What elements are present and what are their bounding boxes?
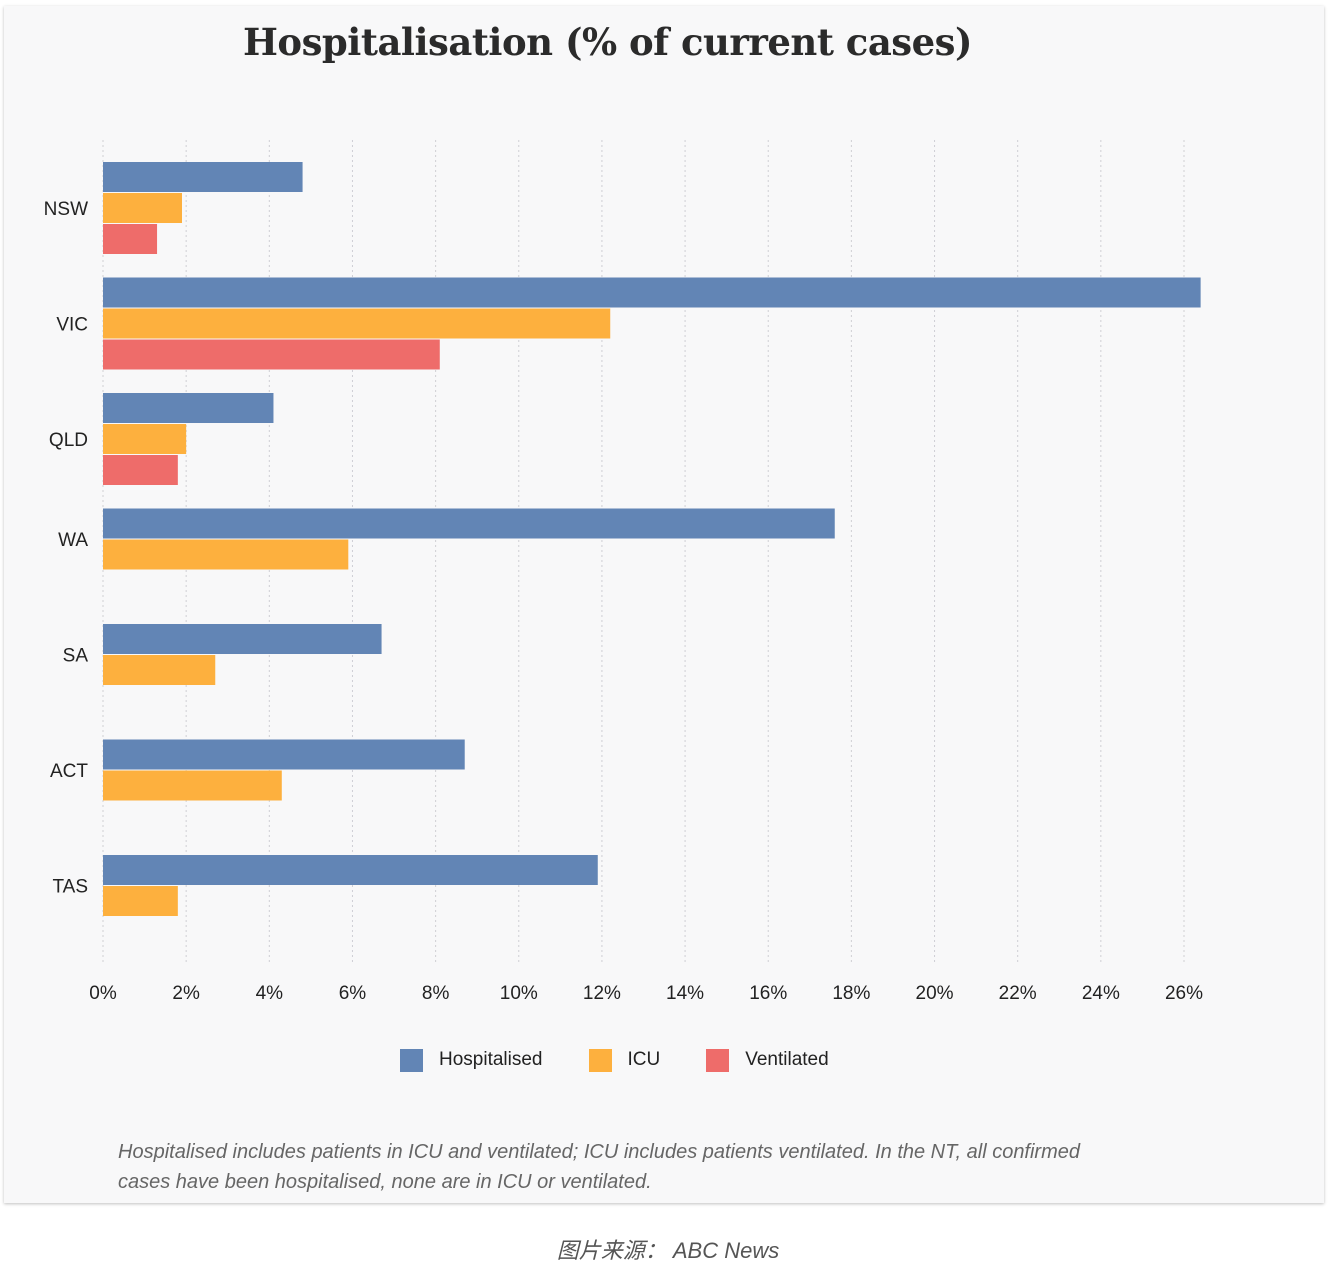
x-tick-label: 10% bbox=[500, 983, 538, 1004]
bar-hospitalised-sa bbox=[103, 624, 382, 654]
bar-icu-wa bbox=[103, 539, 349, 570]
chart-title: Hospitalisation (% of current cases) bbox=[242, 20, 973, 64]
category-label: VIC bbox=[56, 315, 88, 336]
category-label: SA bbox=[63, 646, 89, 667]
x-tick-label: 24% bbox=[1082, 983, 1120, 1004]
legend-label-icu: ICU bbox=[627, 1049, 661, 1070]
legend-item-ventilated: Ventilated bbox=[706, 1048, 829, 1072]
legend-item-hospitalised: Hospitalised bbox=[400, 1048, 543, 1072]
legend-swatch-icu bbox=[588, 1048, 612, 1072]
legend-item-icu: ICU bbox=[588, 1048, 661, 1072]
bar-ventilated-qld bbox=[103, 455, 178, 485]
x-tick-label: 16% bbox=[749, 983, 787, 1004]
legend: Hospitalised ICU Ventilated bbox=[400, 1040, 875, 1080]
category-label: QLD bbox=[49, 430, 88, 451]
x-tick-label: 18% bbox=[832, 983, 870, 1004]
bar-hospitalised-tas bbox=[103, 855, 598, 885]
bar-icu-act bbox=[103, 770, 282, 801]
x-tick-label: 20% bbox=[916, 983, 954, 1004]
category-label: TAS bbox=[52, 877, 88, 898]
legend-label-ventilated: Ventilated bbox=[745, 1049, 829, 1070]
chart-footnote: Hospitalised includes patients in ICU an… bbox=[118, 1141, 1081, 1193]
bar-hospitalised-act bbox=[103, 739, 465, 770]
x-tick-label: 12% bbox=[583, 983, 621, 1004]
bar-hospitalised-vic bbox=[103, 277, 1201, 308]
x-tick-label: 14% bbox=[666, 983, 704, 1004]
x-tick-label: 4% bbox=[256, 983, 284, 1004]
bar-icu-nsw bbox=[103, 193, 182, 223]
x-tick-label: 6% bbox=[339, 983, 367, 1004]
x-tick-label: 22% bbox=[999, 983, 1037, 1004]
chart-card bbox=[4, 6, 1324, 1203]
bar-hospitalised-wa bbox=[103, 508, 835, 539]
bar-hospitalised-qld bbox=[103, 393, 274, 423]
bar-icu-qld bbox=[103, 424, 187, 454]
legend-label-hospitalised: Hospitalised bbox=[439, 1049, 543, 1070]
x-tick-label: 26% bbox=[1165, 983, 1203, 1004]
bar-icu-tas bbox=[103, 886, 178, 916]
bar-icu-vic bbox=[103, 308, 611, 339]
legend-swatch-hospitalised bbox=[400, 1048, 423, 1072]
legend-swatch-ventilated bbox=[706, 1048, 730, 1072]
category-label: WA bbox=[58, 530, 88, 551]
image-source-caption: 图片来源： ABC News bbox=[556, 1238, 780, 1263]
x-tick-label: 0% bbox=[89, 983, 117, 1004]
category-label: ACT bbox=[50, 761, 88, 782]
category-label: NSW bbox=[44, 199, 88, 220]
x-tick-label: 2% bbox=[172, 983, 200, 1004]
bar-ventilated-nsw bbox=[103, 224, 158, 254]
bar-hospitalised-nsw bbox=[103, 162, 303, 192]
bar-icu-sa bbox=[103, 655, 216, 685]
bar-ventilated-vic bbox=[103, 339, 440, 370]
x-tick-label: 8% bbox=[422, 983, 450, 1004]
